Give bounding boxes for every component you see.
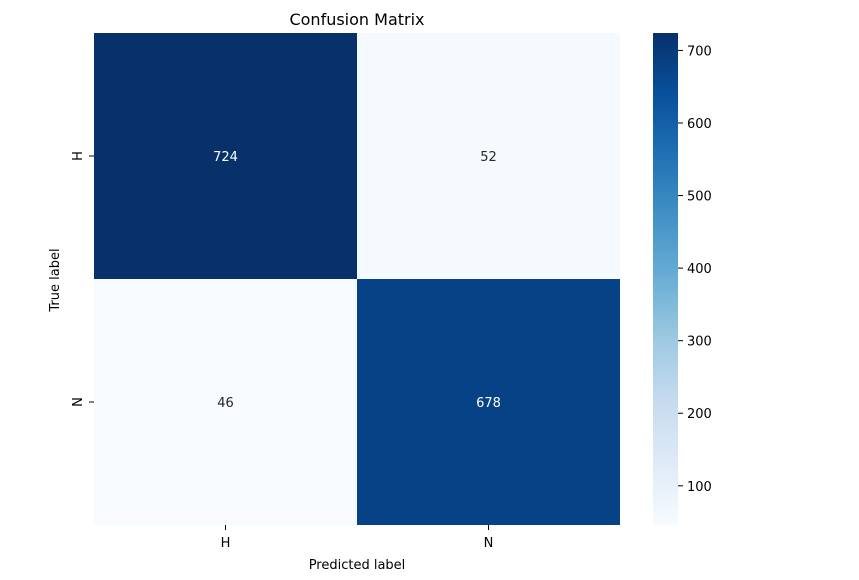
- y-tick-label: H: [71, 151, 86, 161]
- colorbar-tick-label: 300: [687, 335, 712, 350]
- colorbar-tick-label: 200: [687, 407, 712, 422]
- y-axis: HN: [71, 151, 94, 407]
- colorbar-tick-label: 500: [687, 190, 712, 205]
- y-tick-label: N: [71, 397, 86, 407]
- heatmap-cell: [94, 33, 357, 279]
- colorbar: 100 200 300 400 500 600 700: [653, 33, 712, 525]
- x-tick-label: H: [221, 536, 231, 551]
- cell-value-label: 46: [217, 396, 234, 411]
- cell-value-label: 52: [480, 150, 497, 165]
- heatmap-cells: 724 52 46 678: [94, 33, 620, 525]
- heatmap-cell: [94, 279, 357, 525]
- cell-value-label: 724: [213, 150, 238, 165]
- chart-title: Confusion Matrix: [289, 10, 424, 29]
- colorbar-ticks: 100 200 300 400 500 600 700: [678, 44, 712, 495]
- cell-value-label: 678: [476, 396, 501, 411]
- colorbar-gradient: [653, 33, 678, 525]
- heatmap-cell: [357, 33, 620, 279]
- y-axis-label: True label: [48, 248, 63, 312]
- x-tick-label: N: [484, 536, 494, 551]
- x-axis-label: Predicted label: [309, 558, 406, 573]
- colorbar-tick-label: 700: [687, 44, 712, 59]
- colorbar-tick-label: 100: [687, 480, 712, 495]
- heatmap-cell: [357, 279, 620, 525]
- colorbar-tick-label: 400: [687, 262, 712, 277]
- colorbar-tick-label: 600: [687, 117, 712, 132]
